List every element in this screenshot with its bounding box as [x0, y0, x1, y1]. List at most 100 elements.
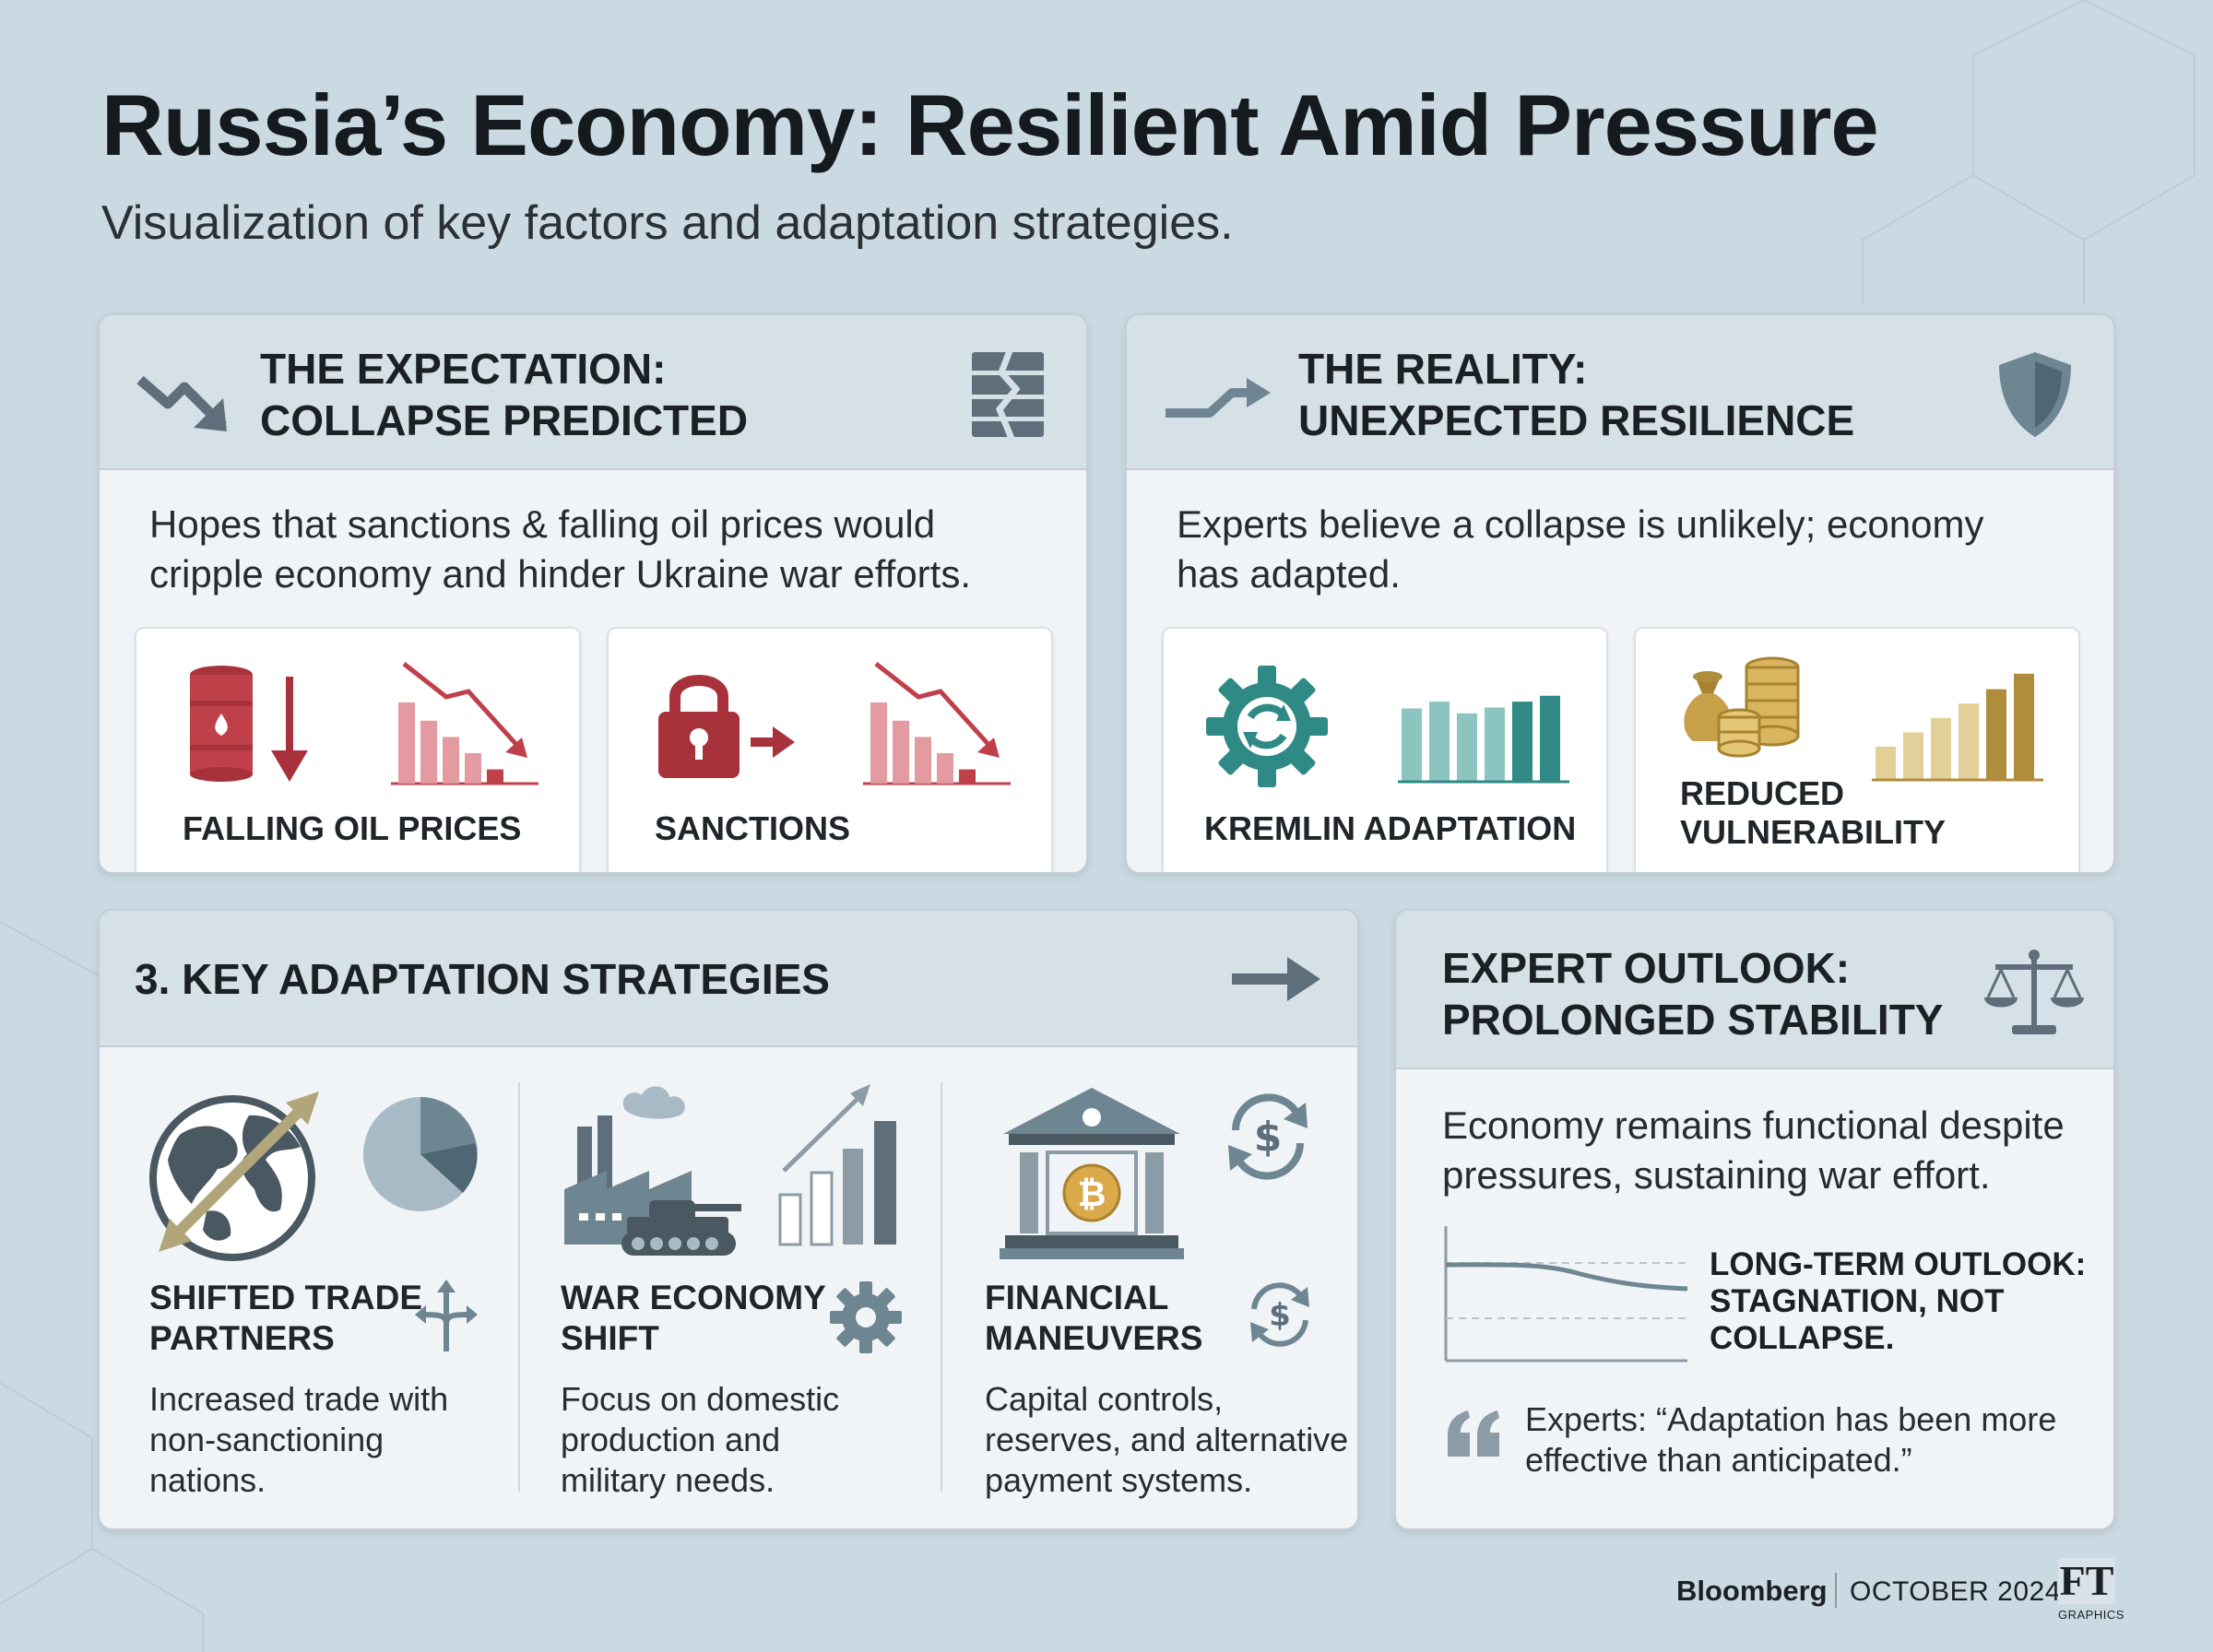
expectation-card: THE EXPECTATION: COLLAPSE PREDICTED Hope…: [98, 313, 1088, 874]
ft-logo-subtext: GRAPHICS: [2058, 1608, 2124, 1622]
ft-logo-mark: FT: [2058, 1557, 2115, 1604]
bar: [1931, 717, 1951, 780]
expectation-body-line1: Hopes that sanctions & falling oil price…: [149, 502, 936, 546]
strategy-2-title-line1: WAR ECONOMY: [561, 1279, 826, 1316]
bar: [1876, 747, 1896, 780]
bar: [1485, 707, 1505, 782]
kremlin-adaptation-label: KREMLIN ADAPTATION: [1204, 809, 1577, 847]
gear-adaptation-icon: [1206, 666, 1328, 787]
strategies-title: 3. KEY ADAPTATION STRATEGIES: [135, 955, 830, 1003]
declining-bar-chart-icon: [863, 662, 1011, 785]
strategy-2-title-line2: SHIFT: [561, 1319, 659, 1357]
trend-line: [874, 662, 994, 750]
bar: [465, 753, 481, 784]
bar: [487, 769, 503, 784]
outlook-card-header: [1396, 911, 2113, 1069]
bank-bitcoin-icon: ₿: [1000, 1088, 1184, 1259]
money-bag-coins-icon: [1684, 656, 1800, 758]
expectation-body-line2: cripple economy and hinder Ukraine war e…: [149, 552, 972, 596]
page-subtitle: Visualization of key factors and adaptat…: [101, 196, 1234, 250]
bar: [1540, 695, 1560, 782]
reality-title-line1: THE REALITY:: [1298, 345, 1588, 393]
outlook-title-line1: EXPERT OUTLOOK:: [1442, 944, 1851, 992]
reality-title-line2: UNEXPECTED RESILIENCE: [1298, 396, 1855, 444]
strategy-3-desc-line1: Capital controls,: [985, 1380, 1224, 1418]
falling-oil-prices-panel: FALLING OIL PRICES: [135, 627, 581, 872]
expectation-title-line1: THE EXPECTATION:: [260, 345, 667, 393]
strategy-1-desc-line2: non-sanctioning: [149, 1421, 385, 1458]
strategy-3-desc-line3: payment systems.: [985, 1461, 1253, 1499]
bar: [959, 769, 976, 784]
svg-text:$: $: [1254, 1114, 1283, 1161]
expectation-card-header: [100, 315, 1086, 470]
strategy-2-desc-line3: military needs.: [561, 1461, 775, 1499]
arrow-down-icon: [271, 677, 308, 782]
reality-card: THE REALITY: UNEXPECTED RESILIENCE Exper…: [1125, 313, 2115, 874]
footer-separator: [1835, 1573, 1837, 1608]
rising-bar-chart-icon: [1398, 695, 1569, 784]
reduced-vulnerability-label-line1: REDUCED: [1680, 774, 1845, 812]
sanctions-panel: SANCTIONS: [607, 627, 1053, 872]
strategies-divider-2: [941, 1082, 942, 1492]
padlock-icon: [658, 675, 795, 778]
strategy-3-title-line1: FINANCIAL: [985, 1279, 1169, 1316]
strategies-divider-1: [518, 1082, 520, 1492]
trend-up-icon: [1166, 378, 1271, 418]
oil-barrel-icon: [190, 666, 253, 782]
strategy-2-desc-line1: Focus on domestic: [561, 1380, 840, 1418]
bar: [893, 720, 909, 784]
footer-date: OCTOBER 2024: [1850, 1576, 2061, 1607]
strategies-card-header: [100, 911, 1357, 1047]
dollar-exchange-icon: $: [1250, 1282, 1309, 1347]
strategies-card: 3. KEY ADAPTATION STRATEGIES SHIFTED TRA…: [98, 909, 1359, 1530]
outlook-quote-line1: Experts: “Adaptation has been more: [1525, 1400, 2057, 1438]
factory-tank-icon: [564, 1086, 741, 1256]
gear-icon: [830, 1281, 902, 1353]
reality-card-header: [1127, 315, 2113, 470]
pie-chart-icon: [363, 1097, 478, 1211]
reality-body-line2: has adapted.: [1177, 552, 1401, 596]
rising-bars-arrow-icon: [778, 1084, 896, 1246]
expectation-title-line2: COLLAPSE PREDICTED: [260, 396, 749, 444]
bar: [1402, 708, 1422, 782]
strategy-3-desc-line2: reserves, and alternative: [985, 1421, 1349, 1458]
svg-text:₿: ₿: [1078, 1174, 1106, 1214]
bar: [1986, 689, 2006, 780]
stagnation-line-chart-icon: [1444, 1226, 1688, 1363]
outlook-title-line2: PROLONGED STABILITY: [1442, 996, 1944, 1044]
bar: [2014, 673, 2034, 780]
bar: [1903, 732, 1923, 780]
trend-arrowhead: [977, 738, 1000, 758]
reduced-vulnerability-panel: REDUCED VULNERABILITY: [1634, 627, 2080, 872]
outlook-body-line2: pressures, sustaining war effort.: [1442, 1153, 1991, 1197]
shield-icon: [1999, 352, 2071, 437]
bar: [1457, 713, 1477, 782]
bar: [915, 737, 931, 784]
trend-arrowhead: [505, 738, 527, 758]
globe-trade-icon: [149, 1092, 319, 1261]
outlook-quote-line2: effective than anticipated.”: [1525, 1441, 1912, 1479]
falling-oil-prices-label: FALLING OIL PRICES: [183, 809, 522, 847]
reduced-vulnerability-label-line2: VULNERABILITY: [1680, 813, 1946, 851]
footer-brand: Bloomberg: [1676, 1575, 1828, 1607]
arrow-right-icon: [1232, 957, 1320, 1001]
bar: [420, 720, 437, 784]
outlook-label-line1: LONG-TERM OUTLOOK:: [1710, 1246, 2087, 1282]
broken-wall-icon: [972, 347, 1044, 442]
kremlin-adaptation-panel: KREMLIN ADAPTATION: [1162, 627, 1608, 872]
reality-body-line1: Experts believe a collapse is unlikely; …: [1177, 502, 1984, 546]
dollar-cycle-icon: $: [1228, 1093, 1308, 1180]
strategy-1-title-line1: SHIFTED TRADE: [149, 1279, 422, 1316]
declining-bar-chart-icon: [391, 662, 538, 785]
outlook-label-line2: STAGNATION, NOT: [1710, 1283, 2005, 1319]
bar: [398, 702, 415, 784]
svg-text:$: $: [1269, 1297, 1291, 1334]
balance-scale-icon: [1984, 950, 2084, 1034]
outlook-body-line1: Economy remains functional despite: [1442, 1103, 2065, 1147]
bar: [870, 702, 887, 784]
bar: [1429, 702, 1450, 782]
fork-arrows-icon: [415, 1280, 478, 1351]
bar: [1512, 702, 1533, 782]
outlook-card: EXPERT OUTLOOK: PROLONGED STABILITY Econ…: [1394, 909, 2115, 1530]
